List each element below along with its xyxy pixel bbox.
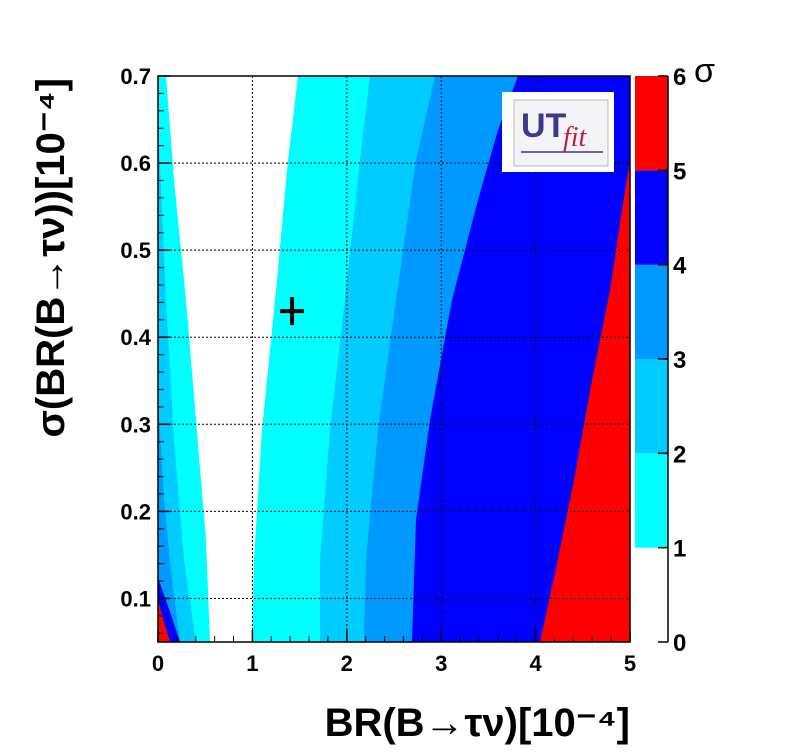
x-tick-label: 4	[529, 651, 542, 676]
y-tick-label: 0.6	[120, 151, 151, 176]
colorbar-segment	[635, 359, 668, 454]
x-tick-label: 3	[435, 651, 447, 676]
region-above-5-sigma-right	[540, 160, 630, 642]
y-tick-label: 0.1	[120, 586, 151, 611]
y-axis: 0.1 0.2 0.3 0.4 0.5 0.6 0.7	[120, 64, 170, 634]
x-tick-label: 1	[246, 651, 258, 676]
x-tick-label: 0	[152, 651, 164, 676]
best-fit-marker	[280, 297, 305, 326]
utfit-logo: UT fit	[502, 92, 614, 172]
z-tick-label: 3	[673, 347, 686, 374]
z-tick-label: 4	[673, 253, 687, 280]
y-tick-label: 0.7	[120, 64, 151, 89]
y-tick-label: 0.2	[120, 499, 151, 524]
z-tick-label: 2	[673, 441, 686, 468]
colorbar	[635, 76, 668, 642]
colorbar-segment	[635, 170, 668, 265]
y-tick-label: 0.4	[120, 325, 151, 350]
z-tick-label: 0	[673, 630, 686, 657]
colorbar-title: σ	[694, 52, 715, 90]
grid-lines	[158, 76, 630, 642]
y-tick-label: 0.5	[120, 238, 151, 263]
logo-text-sub: fit	[563, 122, 588, 153]
y-axis-title: σ(BR(B→τν))[10⁻⁴]	[29, 78, 73, 437]
x-tick-label: 2	[341, 651, 353, 676]
y-tick-label: 0.3	[120, 412, 151, 437]
z-tick-label: 1	[673, 536, 686, 563]
colorbar-segment	[635, 453, 668, 548]
z-tick-label: 5	[673, 158, 686, 185]
colorbar-segment	[635, 76, 668, 171]
colorbar-axis: 0 1 2 3 4 5 6	[658, 64, 687, 657]
region-above-5-sigma	[158, 600, 170, 642]
x-tick-label: 5	[624, 651, 636, 676]
x-axis-title: BR(B→τν)[10⁻⁴]	[325, 701, 630, 745]
colorbar-segment	[635, 264, 668, 359]
colorbar-segment	[635, 547, 668, 642]
x-axis: 0 1 2 3 4 5	[152, 630, 636, 676]
logo-text-main: UT	[521, 107, 567, 145]
z-tick-label: 6	[673, 64, 686, 91]
plot-frame	[157, 75, 631, 643]
